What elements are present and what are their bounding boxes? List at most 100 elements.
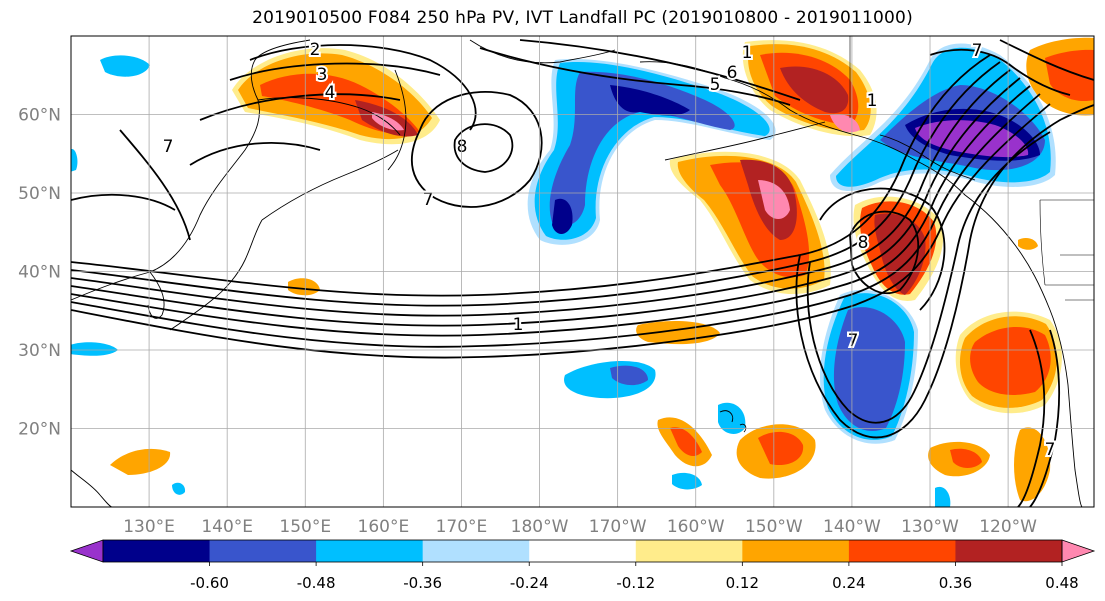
contour-label: 8 — [457, 137, 468, 157]
colorbar-tick-label: -0.48 — [297, 574, 336, 592]
contour-n1 — [249, 44, 477, 131]
coast-korea — [147, 271, 165, 319]
lon-tick-label: 180°W — [511, 517, 569, 537]
shade-sub6 — [110, 448, 171, 475]
lon-tick-label: 160°E — [358, 517, 410, 537]
coast-kurils — [261, 149, 399, 221]
colorbar-extend-low — [69, 539, 104, 563]
colorbar-bin — [635, 540, 743, 562]
colorbar-tick-label: -0.24 — [510, 574, 549, 592]
lon-tick-label: 130°W — [901, 517, 959, 537]
colorbar-bin — [529, 540, 637, 562]
contour-label: 4 — [325, 83, 336, 103]
colorbar-bin — [103, 540, 211, 562]
lon-tick-label: 160°W — [667, 517, 725, 537]
shade-bering-dark — [610, 85, 690, 116]
lon-tick-label: 120°W — [979, 517, 1037, 537]
shade-neg2 — [100, 55, 150, 77]
contour-label: 1 — [867, 91, 878, 111]
shade-sub8 — [1018, 238, 1038, 250]
contour-jet-4 — [71, 77, 1021, 327]
contour-jet-5 — [71, 85, 1031, 337]
colorbar: -0.60 -0.48 -0.36 -0.24 -0.12 0.12 0.24 0.36 0.4… — [69, 539, 1096, 592]
contour-n2 — [229, 62, 441, 81]
shade-alaska-dark — [780, 66, 849, 114]
colorbar-bin — [209, 540, 317, 562]
colorbar-bin — [316, 540, 424, 562]
gridlines — [71, 36, 1094, 507]
shade-calif-red — [970, 326, 1051, 395]
colorbar-tick-label: 0.12 — [726, 574, 759, 592]
contour-label: 7 — [423, 190, 434, 210]
colorbar-bin — [955, 540, 1063, 562]
contour-labels: 2 3 4 5 6 7 7 8 8 7 1 1 1 7 7 — [161, 38, 1058, 462]
shade-sub4-red — [950, 448, 982, 468]
shade-sub2-red — [670, 427, 702, 457]
colorbar-tick-label: 0.36 — [939, 574, 972, 592]
contour-label: 1 — [742, 43, 753, 63]
lon-tick-label: 170°E — [436, 517, 488, 537]
lat-tick-label: 20°N — [18, 420, 61, 440]
contour-ne — [929, 48, 1071, 96]
contour-jet-7 — [71, 103, 1051, 359]
contour-east — [1029, 329, 1061, 507]
chart-title: 2019010500 F084 250 hPa PV, IVT Landfall… — [252, 8, 913, 28]
colorbar-tick-label: -0.12 — [616, 574, 655, 592]
shade-neg8 — [71, 149, 78, 172]
lat-tick-label: 30°N — [18, 341, 61, 361]
pv-shading — [71, 37, 1094, 507]
colorbar-tick-label: -0.36 — [403, 574, 442, 592]
coast-hawaii — [719, 410, 747, 433]
contour-low-okhotsk — [410, 91, 543, 208]
colorbar-tick-label: 0.48 — [1045, 574, 1078, 592]
contour-label: 7 — [972, 41, 983, 61]
shade-neg7 — [172, 482, 186, 495]
contour-jet-3 — [71, 69, 1011, 317]
coast-kamchatka — [387, 69, 407, 171]
contour-w — [71, 193, 176, 211]
contour-jet-6 — [71, 93, 1041, 348]
contour-label: 7 — [848, 331, 859, 351]
contour-label: 1 — [513, 315, 524, 335]
lon-tick-label: 140°E — [201, 517, 253, 537]
longitude-axis: 130°E 140°E 150°E 160°E 170°E 180°W 170°W 160°W… — [123, 517, 1037, 537]
lon-tick-label: 130°E — [123, 517, 175, 537]
lon-tick-label: 140°W — [823, 517, 881, 537]
colorbar-tick-label: -0.60 — [190, 574, 229, 592]
contour-trough — [795, 104, 1094, 439]
lat-tick-label: 60°N — [18, 106, 61, 126]
contour-label: 6 — [727, 63, 738, 83]
contour-label: 2 — [310, 40, 321, 60]
coast-asia — [71, 39, 311, 301]
lon-tick-label: 150°E — [279, 517, 331, 537]
shade-okhotsk-pink — [372, 112, 404, 131]
shade-alaska-pink — [830, 114, 860, 133]
coast-aleutians — [664, 121, 826, 161]
contour-jet-2 — [71, 61, 1001, 307]
contour-n6 — [519, 39, 801, 101]
contour-cutoff — [849, 210, 920, 295]
coast-alaska — [639, 61, 1083, 507]
map-panel: 2 3 4 5 6 7 7 8 8 7 1 1 1 7 7 — [71, 36, 1094, 507]
shade-neg1-mid — [610, 365, 648, 386]
shade-sub3-red — [758, 431, 804, 466]
contour-trough-2 — [806, 131, 1051, 424]
shade-bering-dark2 — [552, 198, 573, 235]
contour-label: 7 — [1045, 440, 1056, 460]
contour-n5 — [189, 142, 321, 166]
lat-tick-label: 40°N — [18, 263, 61, 283]
contour-label: 3 — [317, 65, 328, 85]
pv-contours — [71, 39, 1094, 507]
colorbar-bin — [742, 540, 850, 562]
colorbar-frame — [102, 539, 1063, 563]
coast-philippines — [71, 469, 113, 507]
shade-neg4 — [71, 342, 118, 356]
contour-jet-1 — [71, 54, 991, 297]
shade-sub7 — [288, 278, 320, 296]
contour-ne-2 — [999, 39, 1094, 81]
contour-label: 5 — [710, 75, 721, 95]
lon-tick-label: 170°W — [589, 517, 647, 537]
shade-sub5 — [1014, 427, 1051, 502]
colorbar-bin — [848, 540, 956, 562]
